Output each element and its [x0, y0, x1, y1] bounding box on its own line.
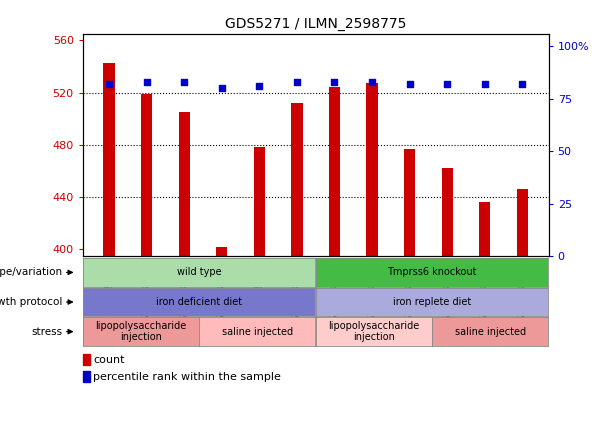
Point: [179, 79, 189, 85]
Title: GDS5271 / ILMN_2598775: GDS5271 / ILMN_2598775: [225, 17, 406, 31]
Bar: [141, 94, 152, 256]
Point: [443, 81, 452, 88]
Bar: [291, 103, 303, 256]
Bar: [479, 202, 490, 256]
Bar: [178, 112, 190, 256]
Bar: [104, 63, 115, 256]
Point: [367, 79, 377, 85]
Text: wild type: wild type: [177, 267, 221, 277]
Text: saline injected: saline injected: [221, 327, 293, 337]
Text: Tmprss6 knockout: Tmprss6 knockout: [387, 267, 477, 277]
Point: [104, 81, 114, 88]
Bar: [517, 190, 528, 256]
Bar: [329, 88, 340, 256]
Point: [292, 79, 302, 85]
Bar: [441, 168, 453, 256]
Text: saline injected: saline injected: [454, 327, 526, 337]
Bar: [254, 148, 265, 256]
Text: lipopolysaccharide
injection: lipopolysaccharide injection: [328, 321, 419, 343]
Bar: [367, 83, 378, 256]
Point: [330, 79, 340, 85]
Bar: [83, 371, 91, 382]
Text: percentile rank within the sample: percentile rank within the sample: [94, 372, 281, 382]
Text: count: count: [94, 354, 125, 365]
Point: [405, 81, 414, 88]
Text: iron deficient diet: iron deficient diet: [156, 297, 242, 307]
Point: [217, 85, 227, 92]
Text: growth protocol: growth protocol: [0, 297, 62, 307]
Text: iron replete diet: iron replete diet: [393, 297, 471, 307]
Point: [254, 83, 264, 90]
Bar: [216, 247, 227, 256]
Point: [142, 79, 151, 85]
Bar: [83, 354, 91, 365]
Text: genotype/variation: genotype/variation: [0, 267, 62, 277]
Point: [480, 81, 490, 88]
Point: [517, 81, 527, 88]
Text: stress: stress: [31, 327, 62, 337]
Text: lipopolysaccharide
injection: lipopolysaccharide injection: [95, 321, 186, 343]
Bar: [404, 149, 415, 256]
